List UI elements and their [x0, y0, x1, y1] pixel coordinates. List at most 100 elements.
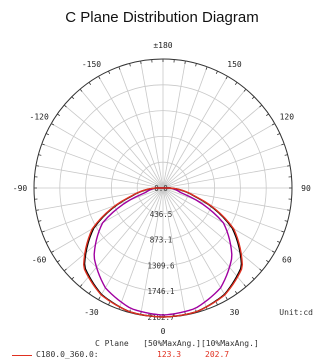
grid-spoke [162, 187, 263, 272]
tick-mark [108, 70, 111, 74]
grid-spoke [162, 187, 208, 310]
angle-label: -60 [32, 256, 47, 265]
angle-label: -90 [13, 184, 28, 193]
series-curve-c0 [93, 187, 233, 316]
grid-spoke [162, 104, 263, 189]
tick-mark [35, 209, 39, 211]
tick-mark [287, 209, 291, 211]
tick-mark [38, 220, 42, 222]
grid-spoke [162, 60, 186, 189]
tick-mark [57, 259, 61, 263]
angle-label: 90 [301, 184, 311, 193]
tick-mark [57, 113, 61, 117]
grid-spoke [140, 187, 164, 316]
grid-spoke [162, 187, 285, 233]
tick-mark [205, 66, 208, 70]
grid-spoke [162, 88, 247, 189]
tick-mark [35, 165, 39, 167]
tick-mark [98, 296, 101, 300]
angle-label: 60 [282, 256, 292, 265]
tick-mark [51, 123, 55, 126]
grid-spoke [162, 143, 285, 189]
angle-label: 150 [227, 60, 242, 69]
angle-label: -120 [30, 113, 49, 122]
tick-mark [281, 143, 285, 146]
tick-mark [281, 230, 285, 233]
tick-mark [108, 302, 111, 306]
grid-spoke [162, 76, 228, 189]
legend-value-50pct: 123.3 [157, 350, 182, 359]
tick-mark [45, 240, 49, 243]
grid-spoke [162, 187, 228, 300]
legend-row: C180.0_360.0: 123.3 202.7 [12, 350, 312, 361]
tick-mark [98, 76, 101, 80]
tick-mark [287, 165, 291, 167]
tick-mark [215, 70, 218, 74]
tick-mark [79, 284, 83, 288]
tick-mark [243, 284, 247, 288]
grid-spoke [162, 187, 186, 316]
tick-mark [79, 88, 83, 92]
tick-mark [63, 104, 67, 108]
tick-mark [284, 220, 288, 222]
grid-spoke [63, 187, 164, 272]
tick-mark [41, 230, 45, 233]
tick-mark [259, 268, 263, 272]
tick-mark [41, 143, 45, 146]
grid-spoke [118, 187, 164, 310]
radial-label: 436.5 [150, 210, 173, 219]
tick-mark [277, 240, 281, 243]
tick-mark [225, 76, 228, 80]
grid-spoke [63, 104, 164, 189]
grid-spoke [162, 187, 275, 253]
chart-title: C Plane Distribution Diagram [65, 9, 259, 26]
grid-spoke [118, 66, 164, 189]
legend-header: C Plane [50%MaxAng.][10%MaxAng.] [95, 339, 259, 348]
grid-spoke [162, 165, 291, 189]
grid-spoke [79, 187, 164, 288]
tick-mark [71, 276, 75, 280]
grid-spoke [41, 143, 164, 189]
grid-spoke [79, 88, 164, 189]
tick-mark [284, 154, 288, 156]
legend-line-swatch [12, 355, 32, 356]
tick-mark [234, 82, 238, 86]
tick-mark [265, 259, 269, 263]
grid-spoke [41, 187, 164, 233]
tick-mark [265, 113, 269, 117]
tick-mark [71, 96, 75, 100]
tick-mark [38, 154, 42, 156]
tick-mark [277, 133, 281, 136]
tick-mark [184, 60, 186, 64]
tick-mark [243, 88, 247, 92]
angle-label: ±180 [153, 41, 172, 50]
tick-mark [63, 268, 67, 272]
tick-mark [271, 123, 275, 126]
tick-mark [129, 63, 131, 67]
grid-spoke [51, 123, 164, 189]
tick-mark [251, 96, 255, 100]
grid-spoke [162, 66, 208, 189]
tick-mark [140, 60, 142, 64]
grid-spoke [140, 60, 164, 189]
legend-series-name: C180.0_360.0: [36, 350, 99, 359]
grid-spoke [98, 187, 164, 300]
grid-spoke [51, 187, 164, 253]
radial-label: 873.1 [150, 236, 173, 245]
tick-mark [251, 276, 255, 280]
tick-mark [271, 250, 275, 253]
tick-mark [88, 82, 92, 86]
legend-value-10pct: 202.7 [205, 350, 230, 359]
tick-mark [88, 290, 92, 294]
tick-mark [45, 133, 49, 136]
tick-mark [259, 104, 263, 108]
radial-label: 1746.1 [147, 287, 174, 296]
tick-mark [234, 290, 238, 294]
series-curve-c180-0-360-0 [82, 187, 244, 318]
grid-spoke [162, 187, 247, 288]
angle-label: 120 [280, 113, 295, 122]
tick-mark [195, 63, 197, 67]
tick-mark [215, 302, 218, 306]
angle-label: 30 [230, 308, 240, 317]
